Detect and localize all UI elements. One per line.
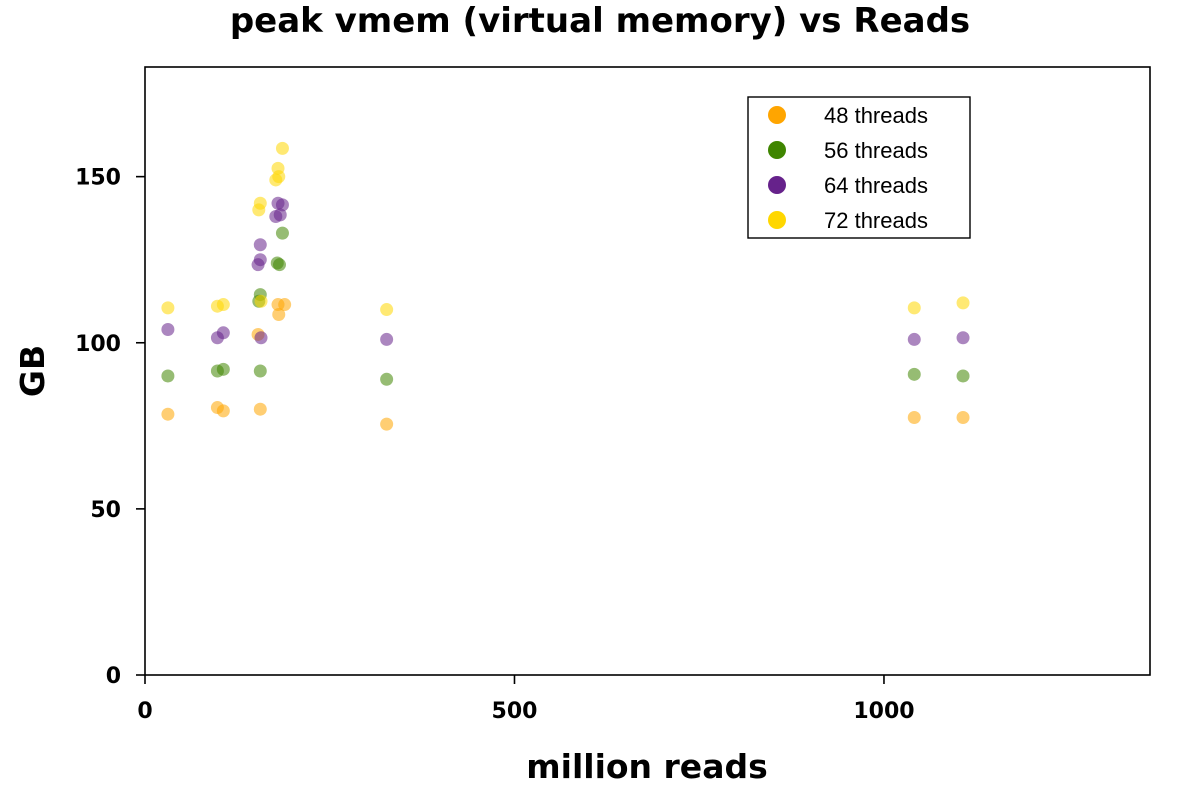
x-axis: 0 500 1000 xyxy=(137,675,915,724)
data-point xyxy=(161,301,175,315)
data-point xyxy=(216,362,230,376)
legend-label: 56 threads xyxy=(824,138,928,163)
data-point xyxy=(253,402,267,416)
data-point xyxy=(907,411,921,425)
data-point xyxy=(253,364,267,378)
y-axis-label: GB xyxy=(13,345,52,397)
x-axis-label: million reads xyxy=(526,747,767,786)
data-point xyxy=(380,303,394,317)
data-point xyxy=(161,322,175,336)
legend-box xyxy=(747,96,971,239)
data-point xyxy=(275,226,289,240)
y-tick-label: 50 xyxy=(90,498,121,523)
data-point xyxy=(956,411,970,425)
y-axis: 0 50 100 150 xyxy=(75,166,145,689)
legend-marker xyxy=(768,176,786,194)
data-point xyxy=(253,238,267,252)
data-point xyxy=(253,253,267,267)
data-point xyxy=(380,417,394,431)
data-point xyxy=(253,196,267,210)
legend-marker xyxy=(768,141,786,159)
x-tick-label: 500 xyxy=(492,699,538,724)
data-point xyxy=(161,407,175,421)
data-point xyxy=(254,294,268,308)
data-point xyxy=(380,372,394,386)
data-point xyxy=(275,198,289,212)
data-point xyxy=(216,298,230,312)
x-tick-label: 1000 xyxy=(853,699,914,724)
data-point xyxy=(380,332,394,346)
data-points xyxy=(161,141,970,431)
series-48-threads xyxy=(161,298,970,431)
legend-label: 64 threads xyxy=(824,173,928,198)
data-point xyxy=(956,331,970,345)
plot-frame xyxy=(144,66,1151,676)
data-point xyxy=(278,298,292,312)
data-point xyxy=(272,308,286,322)
legend-marker xyxy=(768,211,786,229)
y-tick-label: 0 xyxy=(106,664,121,689)
chart-title: peak vmem (virtual memory) vs Reads xyxy=(230,1,970,41)
y-tick-label: 100 xyxy=(75,332,121,357)
series-64-threads xyxy=(161,196,970,346)
legend: 48 threads 56 threads 64 threads 72 threads xyxy=(747,96,971,239)
data-point xyxy=(272,258,286,272)
y-tick-label: 150 xyxy=(75,166,121,191)
legend-marker xyxy=(768,106,786,124)
data-point xyxy=(907,332,921,346)
data-point xyxy=(907,367,921,381)
data-point xyxy=(907,301,921,315)
legend-label: 72 threads xyxy=(824,208,928,233)
data-point xyxy=(216,326,230,340)
series-72-threads xyxy=(161,141,970,317)
data-point xyxy=(956,369,970,383)
data-point xyxy=(273,208,287,222)
legend-label: 48 threads xyxy=(824,103,928,128)
data-point xyxy=(161,369,175,383)
data-point xyxy=(216,404,230,418)
x-tick-label: 0 xyxy=(137,699,152,724)
data-point xyxy=(254,331,268,345)
data-point xyxy=(272,170,286,184)
data-point xyxy=(275,141,289,155)
data-point xyxy=(956,296,970,310)
